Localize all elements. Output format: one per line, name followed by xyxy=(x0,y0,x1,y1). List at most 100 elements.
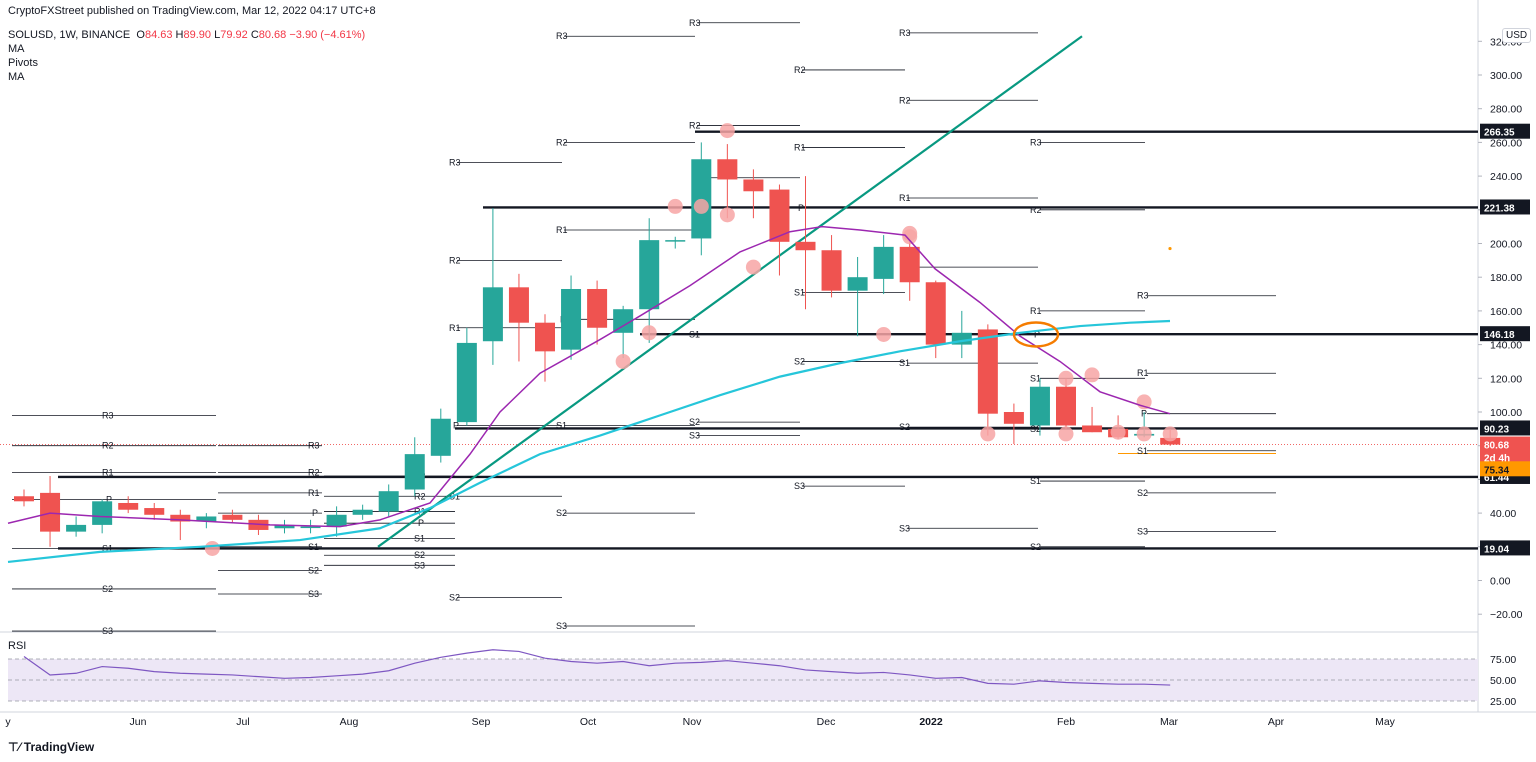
pivot-label: S3 xyxy=(689,431,700,441)
y-tick-label: −20.00 xyxy=(1490,609,1523,621)
pivot-label: R3 xyxy=(1030,137,1042,147)
rsi-pane: 75.00 50.00 25.00 xyxy=(8,649,1516,708)
level-tag-bg xyxy=(1480,199,1530,215)
symbol-legend: SOLUSD, 1W, BINANCE O84.63 H89.90 L79.92… xyxy=(8,29,366,41)
candle-down xyxy=(508,287,529,323)
pivot-label: R2 xyxy=(556,137,568,147)
candle-down xyxy=(899,246,920,283)
pivot-label: R2 xyxy=(689,121,701,131)
candle-up xyxy=(352,509,373,515)
candle-up xyxy=(639,240,660,310)
pivot-label: R2 xyxy=(1030,205,1042,215)
level-tag-bg xyxy=(1480,326,1530,342)
marker-circle xyxy=(719,207,735,223)
open-value: 84.63 xyxy=(144,29,173,41)
x-tick-label: Jul xyxy=(236,716,249,728)
indicator-ma-2[interactable]: MA xyxy=(8,71,25,83)
level-tag-label: 221.38 xyxy=(1484,203,1515,214)
pivot-label: R2 xyxy=(794,65,806,75)
marker-circle xyxy=(204,540,220,556)
y-tick-label: 200.00 xyxy=(1490,239,1522,251)
y-tick-label: 0.00 xyxy=(1490,576,1511,588)
x-tick-label: Sep xyxy=(472,716,491,728)
symbol-name: SOLUSD, 1W, BINANCE xyxy=(8,29,131,41)
pivot-label: S2 xyxy=(1137,488,1148,498)
level-tag-bg xyxy=(1480,420,1530,436)
cross-highlight-ellipse xyxy=(1012,321,1060,348)
pivot-label: R1 xyxy=(794,142,806,152)
price-tag-label: 2d 4h xyxy=(1484,453,1510,464)
candle-down xyxy=(222,514,243,520)
pivot-label: S1 xyxy=(1030,373,1041,383)
pivot-label: S3 xyxy=(794,481,805,491)
y-tick-label: 120.00 xyxy=(1490,373,1522,385)
pivot-label: P xyxy=(1034,329,1040,339)
pivot-label: R1 xyxy=(899,193,911,203)
marker-circle xyxy=(1162,426,1178,442)
candle-up xyxy=(665,240,686,242)
marker-circle xyxy=(1084,367,1100,383)
time-axis[interactable]: y Jun Jul Aug Sep Oct Nov Dec 2022 Feb Mar Apr May xyxy=(5,716,1395,728)
y-tick-label: 240.00 xyxy=(1490,171,1522,183)
indicator-ma-1[interactable]: MA xyxy=(8,43,25,55)
candle-up xyxy=(691,159,712,239)
marker-circle xyxy=(693,198,709,214)
level-tag-label: 90.23 xyxy=(1484,424,1509,435)
pivot-label: S2 xyxy=(102,584,113,594)
x-tick-label: Oct xyxy=(580,716,596,728)
pivot-label: S3 xyxy=(102,626,113,636)
pivot-label: S2 xyxy=(449,592,460,602)
pivot-label: S1 xyxy=(556,420,567,430)
marker-circle xyxy=(615,353,631,369)
pivot-label: R2 xyxy=(414,491,426,501)
rsi-line xyxy=(23,649,1171,686)
candle-down xyxy=(1003,412,1024,424)
candle-down xyxy=(40,492,61,532)
candle-down xyxy=(795,241,816,251)
low-value: 79.92 xyxy=(220,29,248,41)
level-tag-bg xyxy=(1480,540,1530,556)
level-tag-label: 266.35 xyxy=(1484,128,1515,139)
candle-down xyxy=(717,159,738,180)
candle-up xyxy=(378,491,399,512)
pivot-label: S1 xyxy=(899,358,910,368)
pivot-label: P xyxy=(312,508,318,518)
pivot-label: S1 xyxy=(1030,476,1041,486)
y-tick-label: 180.00 xyxy=(1490,272,1522,284)
candle-down xyxy=(743,179,764,192)
pivot-label: S3 xyxy=(1137,527,1148,537)
tv-icon: ⊤⁄ xyxy=(8,740,24,754)
pivot-label: S2 xyxy=(556,508,567,518)
pivot-label: R1 xyxy=(102,468,114,478)
candle-up xyxy=(847,277,868,291)
marker-circle xyxy=(980,426,996,442)
pivot-label: R3 xyxy=(899,28,911,38)
marker-circle xyxy=(902,225,918,241)
x-tick-label: Apr xyxy=(1268,716,1285,728)
tradingview-logo: ⊤⁄ TradingView xyxy=(8,740,95,754)
pivot-label: S1 xyxy=(689,329,700,339)
pivot-label: R3 xyxy=(102,410,114,420)
indicator-pivots[interactable]: Pivots xyxy=(8,57,38,69)
price-tag-bg xyxy=(1480,449,1530,465)
marker-circle xyxy=(641,325,657,341)
candle-down xyxy=(1056,386,1076,426)
marker-circle xyxy=(1058,426,1074,442)
pivot-label: R1 xyxy=(308,488,320,498)
price-tag-bg xyxy=(1480,461,1530,477)
orange-dot xyxy=(1168,246,1172,251)
candle-up xyxy=(951,332,972,345)
trendlines xyxy=(377,35,1083,548)
pivot-label: P xyxy=(106,495,112,505)
y-tick-label: 100.00 xyxy=(1490,407,1522,419)
level-tag-bg xyxy=(1480,123,1530,139)
pivot-label: R3 xyxy=(1137,291,1149,301)
marker-circle xyxy=(1058,370,1074,386)
currency-button[interactable]: USD xyxy=(1502,28,1532,43)
candle-up xyxy=(561,288,582,350)
candle-down xyxy=(170,514,191,522)
price-tag-label: 80.68 xyxy=(1484,441,1509,452)
marker-circle xyxy=(1136,426,1152,442)
price-tag-bg xyxy=(1480,436,1530,452)
